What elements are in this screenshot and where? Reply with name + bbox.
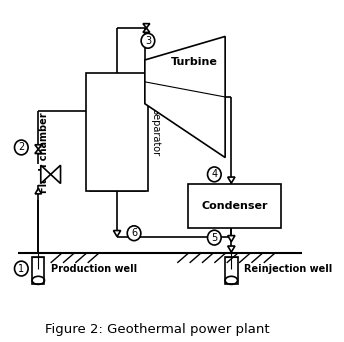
- Bar: [225, 257, 237, 284]
- Text: Turbine: Turbine: [171, 57, 218, 67]
- Bar: [32, 257, 44, 284]
- Text: Flash chamber: Flash chamber: [40, 112, 50, 193]
- Text: 4: 4: [211, 169, 217, 179]
- Polygon shape: [51, 165, 61, 184]
- Text: Separator: Separator: [151, 108, 161, 156]
- Polygon shape: [41, 165, 51, 184]
- Polygon shape: [35, 188, 42, 194]
- Circle shape: [141, 34, 155, 48]
- Polygon shape: [35, 149, 42, 154]
- Circle shape: [207, 167, 221, 182]
- Bar: [86, 74, 148, 191]
- Text: 6: 6: [131, 228, 137, 238]
- Text: 3: 3: [145, 36, 151, 46]
- Circle shape: [127, 226, 141, 241]
- Polygon shape: [145, 36, 225, 158]
- Text: Reinjection well: Reinjection well: [244, 264, 332, 274]
- Polygon shape: [228, 177, 235, 183]
- Circle shape: [14, 261, 28, 276]
- Text: 1: 1: [18, 264, 24, 274]
- Circle shape: [207, 230, 221, 245]
- Polygon shape: [143, 28, 150, 32]
- Polygon shape: [228, 236, 235, 242]
- Text: Production well: Production well: [51, 264, 137, 274]
- Circle shape: [14, 140, 28, 155]
- Text: 5: 5: [211, 233, 217, 242]
- Polygon shape: [114, 231, 121, 237]
- Bar: [89, 142, 145, 191]
- Text: Condenser: Condenser: [201, 201, 268, 211]
- Polygon shape: [35, 145, 42, 149]
- Text: 2: 2: [18, 143, 24, 153]
- Text: Figure 2: Geothermal power plant: Figure 2: Geothermal power plant: [45, 323, 269, 336]
- Polygon shape: [143, 24, 150, 28]
- Polygon shape: [228, 246, 235, 252]
- Bar: [188, 184, 281, 228]
